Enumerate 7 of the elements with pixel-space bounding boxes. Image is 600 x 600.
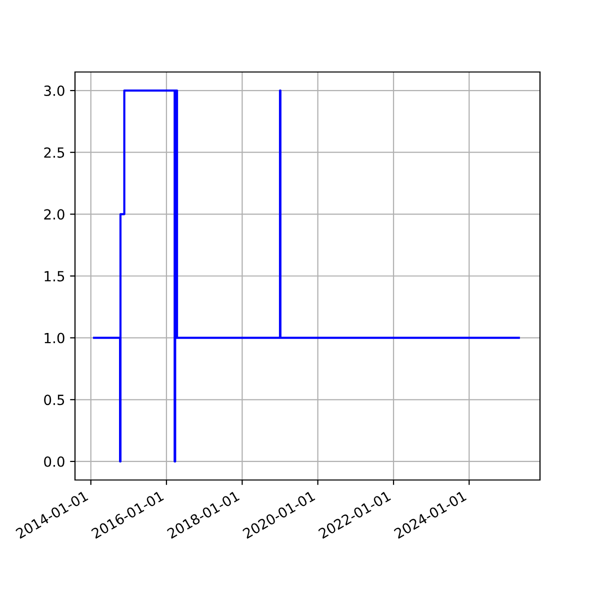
y-tick-label: 0.0 (44, 456, 64, 467)
y-tick-label: 0.5 (44, 394, 64, 406)
y-tick-label: 2.5 (44, 147, 64, 158)
y-tick-label: 1.0 (44, 332, 64, 344)
y-tick-label: 1.5 (44, 271, 64, 282)
y-tick-label: 3.0 (44, 86, 64, 96)
y-tick-label: 2.0 (44, 209, 64, 220)
